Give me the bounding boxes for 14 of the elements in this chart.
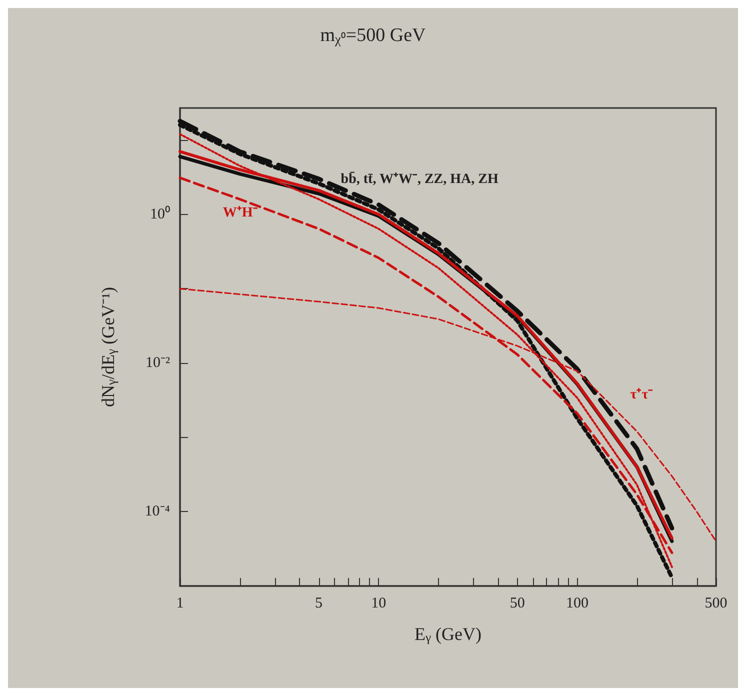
x-tick-label: 5: [315, 596, 323, 612]
y-axis-title: dNγ/dEγ (GeV⁻¹): [98, 286, 118, 407]
x-tick-label: 50: [510, 596, 525, 612]
y-tick-label: 10⁻²: [146, 355, 170, 372]
x-tick-label: 1: [176, 596, 184, 612]
x-tick-label: 500: [704, 596, 728, 612]
annotation: W⁺H⁻: [222, 206, 258, 221]
x-axis-title: Eγ (GeV): [414, 624, 482, 645]
x-tick-label: 10: [371, 596, 386, 612]
annotation: bb̄, tt̄, W⁺W⁻, ZZ, HA, ZH: [340, 171, 498, 188]
x-tick-label: 100: [566, 596, 588, 612]
y-tick-label: 10⁻⁴: [144, 504, 170, 520]
annotation: τ⁺τ⁻: [630, 387, 654, 402]
y-tick-label: 10⁰: [150, 205, 170, 222]
